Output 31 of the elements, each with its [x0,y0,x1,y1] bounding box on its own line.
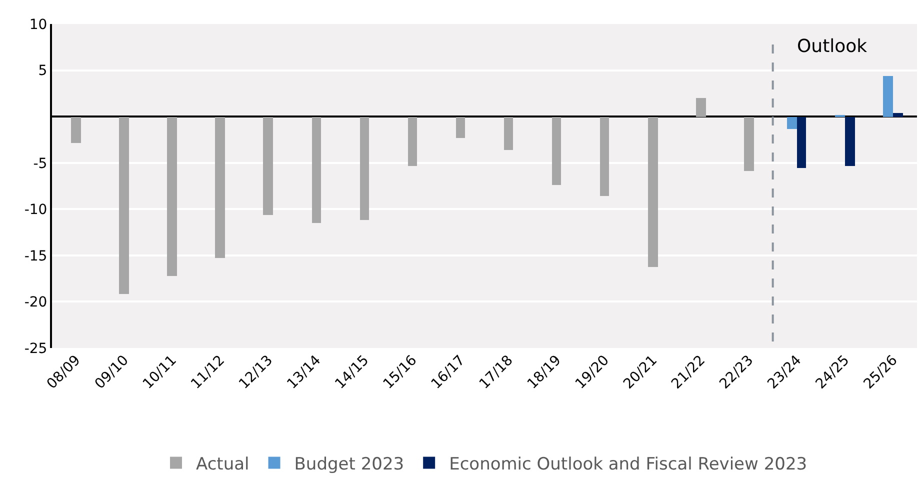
bar [408,117,417,166]
bar [845,117,855,166]
bar [797,117,806,168]
legend-label: Actual [196,454,250,474]
y-tick-label: -10 [24,202,48,218]
y-tick-label: -15 [24,248,48,264]
bar [312,117,321,223]
bar [787,117,797,129]
y-tick-label: -25 [24,340,48,357]
bar [263,117,273,215]
bar [71,117,81,143]
legend-label: Budget 2023 [294,454,404,474]
bar [600,117,609,196]
legend-label: Economic Outlook and Fiscal Review 2023 [449,454,808,474]
ref-line-label: Outlook [797,36,868,57]
bar [360,117,369,220]
y-tick-label: -20 [24,294,48,311]
bar [696,98,706,117]
bar [744,117,754,171]
bar [119,117,129,294]
bar [215,117,225,258]
y-tick-label: -5 [33,156,48,172]
bar [552,117,561,185]
bar [883,76,893,117]
bar [504,117,513,150]
bar [167,117,177,276]
bar [456,117,465,138]
bar [893,113,903,117]
bar [648,117,658,267]
y-tick-label: 10 [29,16,48,33]
y-tick-label: 5 [38,63,48,80]
